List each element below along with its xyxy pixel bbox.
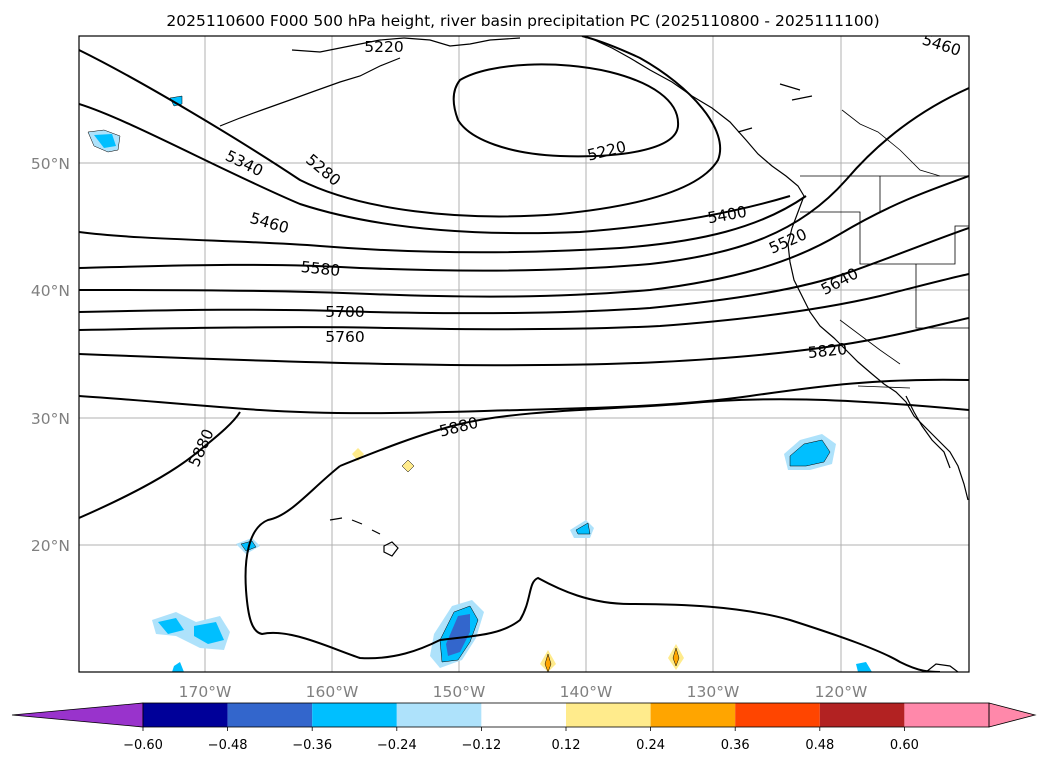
alaska-coast [403,37,521,47]
height-contour [79,103,791,235]
map-area: 5220 5220 5460 5340 5280 5400 5460 5520 … [79,36,969,672]
figure-title: 2025110600 F000 500 hPa height, river ba… [166,12,879,30]
height-contour [79,195,807,254]
height-contour [339,398,969,467]
precip-patch [789,439,831,467]
height-contour [79,273,969,331]
height-contour [79,411,241,519]
coastal-islands [737,83,813,133]
precip-patch [194,622,224,644]
precipitation-shading [87,95,872,672]
precip-patch [544,653,552,672]
precip-patch [401,459,415,473]
contour-label: 5760 [325,328,364,346]
colorbar-tick-label: 0.60 [890,738,919,753]
precip-patch [169,95,183,107]
precip-patch [352,448,364,461]
lon-label-130w: 130°W [687,683,740,701]
colorbar: −0.60 −0.48 −0.36 −0.24 −0.12 0.12 0.24 0.36 0.4… [11,702,1037,753]
lon-label-170w: 170°W [179,683,232,701]
colorbar-bin [819,703,905,727]
coastlines [219,37,969,672]
height-contour [79,317,969,367]
colorbar-tick-label: −0.60 [123,738,163,753]
colorbar-tick-label: −0.36 [292,738,332,753]
us-mexico-border [857,385,911,389]
colorbar-bin [481,703,566,727]
colorbar-tick-label: 0.36 [721,738,750,753]
lat-label-40n: 40°N [31,282,70,300]
colorbar-tick-label: 0.48 [805,738,834,753]
precip-patch [446,614,470,656]
precip-patch [172,662,184,672]
height-contour [79,175,969,298]
state-borders [839,176,969,365]
colorbar-tick-label: 0.24 [636,738,665,753]
colorbar-bin [227,703,313,727]
west-coast [787,195,969,501]
height-contour [79,36,721,218]
state-borders [800,211,969,265]
baja-gulf-coast [905,395,951,469]
mexico-coast [925,663,959,672]
hawaii-islands [329,517,399,557]
alaska-coast [291,37,405,53]
height-contour [79,227,969,315]
aleutian-islands [219,57,401,127]
colorbar-bin [566,703,651,727]
pacific-northwest-coast [589,37,805,197]
height-contour [244,465,941,672]
colorbar-bin [143,703,228,727]
map-frame [78,35,970,673]
colorbar-tick-label: −0.48 [208,738,248,753]
colorbar-bin [396,703,482,727]
height-contour [452,63,680,158]
colorbar-bin [312,703,397,727]
lon-label-150w: 150°W [433,683,486,701]
precip-patch [158,618,184,634]
contour-label: 5820 [807,340,848,362]
height-contours [79,36,969,672]
longitude-labels: 170°W 160°W 150°W 140°W 130°W 120°W [179,683,868,701]
lat-label-50n: 50°N [31,155,70,173]
colorbar-bin [650,703,736,727]
precip-patch [672,647,680,667]
contour-label: 5220 [364,38,403,56]
latitude-labels: 50°N 40°N 30°N 20°N [31,155,70,555]
height-contour [79,378,969,415]
colorbar-under-extension [11,702,144,728]
lon-label-160w: 160°W [306,683,359,701]
colorbar-over-extension [988,702,1037,728]
colorbar-tick-label: −0.12 [461,738,501,753]
precip-patch [856,662,872,672]
height-contour [79,87,969,272]
colorbar-bin [904,703,989,727]
contour-label: 5580 [300,258,341,280]
lat-label-20n: 20°N [31,537,70,555]
lat-label-30n: 30°N [31,410,70,428]
colorbar-bin [735,703,820,727]
lon-label-120w: 120°W [815,683,868,701]
colorbar-tick-label: −0.24 [377,738,417,753]
colorbar-tick-label: 0.12 [552,738,581,753]
contour-label: 5700 [325,303,364,321]
lon-label-140w: 140°W [560,683,613,701]
precip-patch [575,522,591,535]
canada-provincial-border [841,109,941,177]
precip-patch [94,134,116,148]
